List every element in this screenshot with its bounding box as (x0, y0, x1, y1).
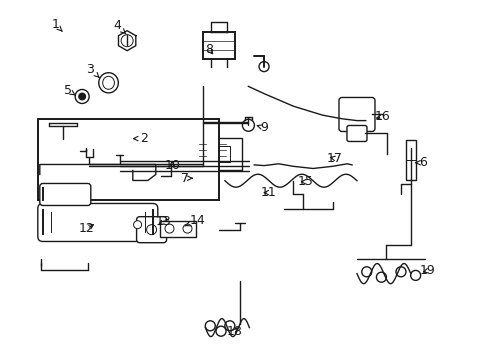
Text: 10: 10 (164, 159, 180, 172)
Circle shape (41, 142, 49, 150)
Circle shape (164, 224, 174, 233)
Text: 8: 8 (205, 43, 213, 56)
Text: 12: 12 (79, 222, 95, 235)
Text: 6: 6 (415, 156, 426, 169)
Text: 3: 3 (86, 63, 99, 77)
Text: 13: 13 (156, 215, 171, 228)
Text: 1: 1 (51, 18, 62, 31)
Circle shape (76, 142, 84, 150)
Circle shape (361, 267, 371, 277)
Ellipse shape (102, 76, 114, 89)
Circle shape (216, 326, 225, 336)
Circle shape (75, 90, 89, 103)
Text: 16: 16 (374, 111, 389, 123)
FancyBboxPatch shape (40, 184, 91, 206)
Bar (203, 32, 234, 59)
Ellipse shape (44, 139, 81, 167)
Bar (196, 145, 210, 162)
Circle shape (242, 119, 254, 131)
FancyBboxPatch shape (136, 217, 166, 243)
Circle shape (133, 221, 142, 229)
Text: 7: 7 (181, 172, 192, 185)
Circle shape (183, 224, 192, 233)
FancyBboxPatch shape (62, 125, 154, 154)
Circle shape (121, 35, 133, 47)
Circle shape (410, 270, 420, 280)
FancyBboxPatch shape (338, 98, 374, 131)
FancyBboxPatch shape (346, 126, 366, 141)
Text: 4: 4 (113, 19, 126, 34)
Bar (405, 140, 415, 180)
Text: 18: 18 (226, 325, 242, 338)
Circle shape (146, 225, 156, 235)
Bar (45, 139, 80, 154)
FancyBboxPatch shape (38, 203, 158, 242)
Text: 15: 15 (297, 175, 313, 188)
Circle shape (259, 62, 268, 72)
Circle shape (79, 93, 85, 100)
Circle shape (376, 272, 386, 282)
Text: 17: 17 (326, 152, 342, 165)
Text: 19: 19 (419, 264, 435, 277)
Circle shape (224, 321, 234, 331)
Circle shape (395, 267, 405, 277)
Text: 11: 11 (261, 186, 276, 199)
Text: 2: 2 (133, 132, 148, 145)
Bar (186, 138, 241, 170)
Circle shape (205, 321, 215, 331)
Text: 14: 14 (184, 214, 205, 227)
Bar (216, 145, 230, 162)
Bar (160, 221, 196, 237)
Text: 5: 5 (64, 84, 75, 97)
Text: 9: 9 (257, 121, 267, 134)
Circle shape (117, 136, 125, 145)
Polygon shape (118, 31, 136, 51)
Bar (38, 119, 219, 200)
Circle shape (90, 136, 99, 145)
Circle shape (161, 221, 169, 229)
Ellipse shape (99, 73, 118, 93)
